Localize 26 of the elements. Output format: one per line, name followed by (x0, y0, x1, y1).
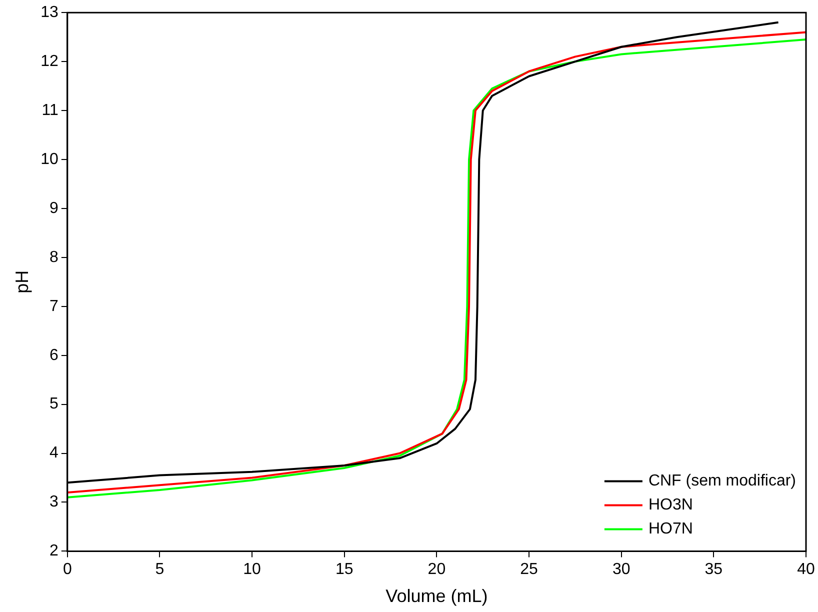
legend-label: CNF (sem modificar) (648, 472, 796, 490)
x-tick-label: 0 (62, 561, 72, 578)
y-tick-label: 11 (42, 102, 58, 119)
y-axis-title: pH (12, 270, 32, 294)
x-tick-label: 10 (243, 561, 262, 578)
y-tick-label: 2 (49, 542, 58, 560)
y-tick-label: 10 (40, 150, 58, 168)
x-tick-label: 5 (155, 561, 164, 578)
y-tick-label: 4 (49, 444, 58, 462)
y-tick-label: 3 (49, 494, 58, 511)
x-tick-label: 30 (612, 561, 630, 578)
x-axis-title: Volume (mL) (386, 586, 488, 606)
x-tick-label: 40 (797, 561, 815, 578)
y-tick-label: 9 (49, 200, 58, 217)
y-tick-label: 5 (49, 396, 58, 413)
y-tick-label: 6 (49, 346, 58, 364)
x-tick-label: 15 (335, 561, 354, 578)
y-tick-label: 8 (49, 248, 58, 266)
x-tick-label: 35 (704, 561, 723, 578)
legend-label: HO7N (648, 520, 693, 538)
x-tick-label: 20 (428, 561, 446, 578)
y-tick-label: 7 (49, 298, 58, 315)
x-tick-label: 25 (520, 561, 538, 578)
y-tick-label: 12 (40, 52, 58, 70)
legend-label: HO3N (648, 496, 693, 514)
y-tick-label: 13 (40, 4, 58, 22)
